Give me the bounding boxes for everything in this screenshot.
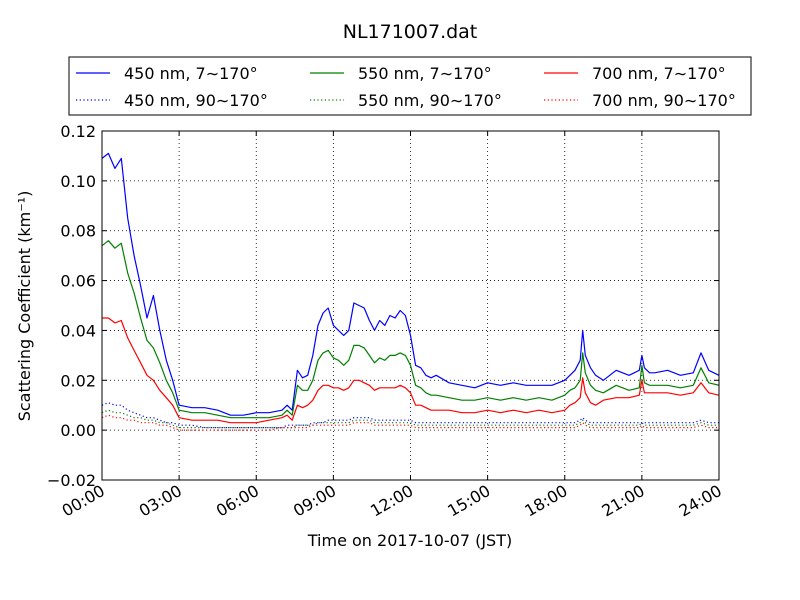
legend-label: 550 nm, 90∼170°: [358, 91, 502, 110]
y-tick-label: 0.06: [60, 272, 96, 291]
y-tick-label: 0.04: [60, 321, 96, 340]
series-line-3: [102, 409, 719, 429]
legend-label: 700 nm, 90∼170°: [592, 91, 736, 110]
y-tick-label: 0.08: [60, 222, 96, 241]
y-tick-label: 0.12: [60, 122, 96, 141]
x-axis-label: Time on 2017-10-07 (JST): [307, 531, 512, 550]
series-line-0: [102, 152, 719, 416]
y-tick-label: 0.02: [60, 371, 96, 390]
chart-title: NL171007.dat: [343, 21, 478, 43]
y-axis-label: Scattering Coefficient (km⁻¹): [15, 191, 34, 422]
legend-box: [68, 56, 752, 116]
grid-lines: [102, 131, 719, 480]
series-line-2: [102, 240, 719, 419]
legend-label: 700 nm, 7∼170°: [592, 64, 726, 83]
plot-area: [102, 152, 719, 431]
plot-frame: [101, 130, 720, 481]
legend-label: 450 nm, 90∼170°: [124, 91, 268, 110]
legend-label: 550 nm, 7∼170°: [358, 64, 492, 83]
y-tick-label: 0.10: [60, 172, 96, 191]
legend: 450 nm, 7∼170° 550 nm, 7∼170° 700 nm, 7∼17…: [68, 56, 752, 116]
legend-label: 450 nm, 7∼170°: [124, 64, 258, 83]
series-line-4: [102, 317, 719, 424]
y-tick-label: 0.00: [60, 421, 96, 440]
y-tick-label: −0.02: [47, 471, 96, 490]
